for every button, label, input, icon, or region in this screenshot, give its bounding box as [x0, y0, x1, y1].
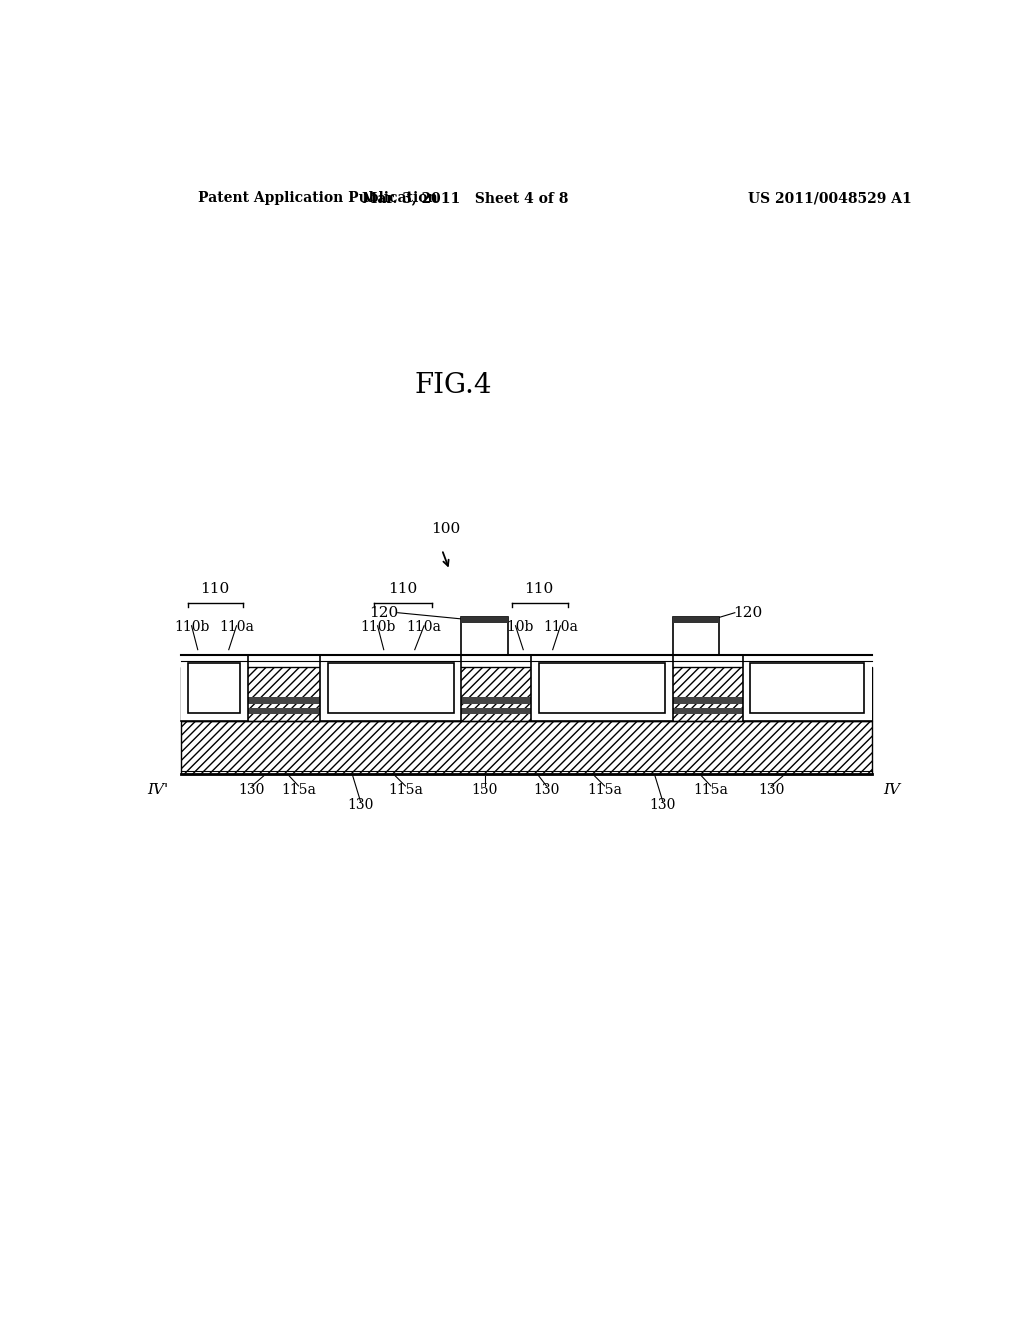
- Text: 120: 120: [733, 606, 763, 619]
- Bar: [673, 616, 719, 655]
- Text: 130: 130: [758, 783, 784, 797]
- Text: 130: 130: [534, 783, 560, 797]
- Text: 115a: 115a: [693, 783, 728, 797]
- Bar: [180, 655, 248, 721]
- Text: IV: IV: [884, 783, 901, 797]
- Bar: [461, 616, 508, 623]
- Bar: [328, 663, 454, 713]
- Text: 110: 110: [200, 582, 229, 595]
- Bar: [180, 708, 872, 714]
- Bar: [539, 663, 665, 713]
- Text: 110a: 110a: [219, 620, 254, 635]
- Text: Patent Application Publication: Patent Application Publication: [198, 191, 437, 206]
- Bar: [531, 655, 673, 721]
- Text: 130: 130: [347, 799, 374, 812]
- Text: IV': IV': [147, 783, 168, 797]
- Text: 120: 120: [369, 606, 398, 619]
- Text: 110: 110: [388, 582, 418, 595]
- Bar: [321, 655, 461, 721]
- Text: Mar. 3, 2011   Sheet 4 of 8: Mar. 3, 2011 Sheet 4 of 8: [361, 191, 568, 206]
- Bar: [188, 663, 241, 713]
- Text: 100: 100: [431, 521, 461, 536]
- Text: 115a: 115a: [388, 783, 423, 797]
- Bar: [673, 616, 719, 623]
- Text: 110: 110: [524, 582, 553, 595]
- Bar: [180, 667, 872, 721]
- Bar: [180, 721, 872, 775]
- Text: 130: 130: [649, 799, 676, 812]
- Text: 150: 150: [471, 783, 498, 797]
- Text: 130: 130: [239, 783, 265, 797]
- Text: 115a: 115a: [587, 783, 622, 797]
- Text: US 2011/0048529 A1: US 2011/0048529 A1: [748, 191, 911, 206]
- Text: 115a: 115a: [281, 783, 316, 797]
- Bar: [461, 616, 508, 655]
- Text: FIG.4: FIG.4: [415, 372, 493, 399]
- Bar: [742, 655, 872, 721]
- Bar: [180, 667, 872, 721]
- Bar: [180, 721, 872, 775]
- Bar: [751, 663, 864, 713]
- Text: 110b: 110b: [498, 620, 534, 635]
- Text: 110b: 110b: [359, 620, 395, 635]
- Text: 110a: 110a: [407, 620, 441, 635]
- Text: 110a: 110a: [543, 620, 578, 635]
- Bar: [180, 697, 872, 704]
- Text: 110b: 110b: [174, 620, 209, 635]
